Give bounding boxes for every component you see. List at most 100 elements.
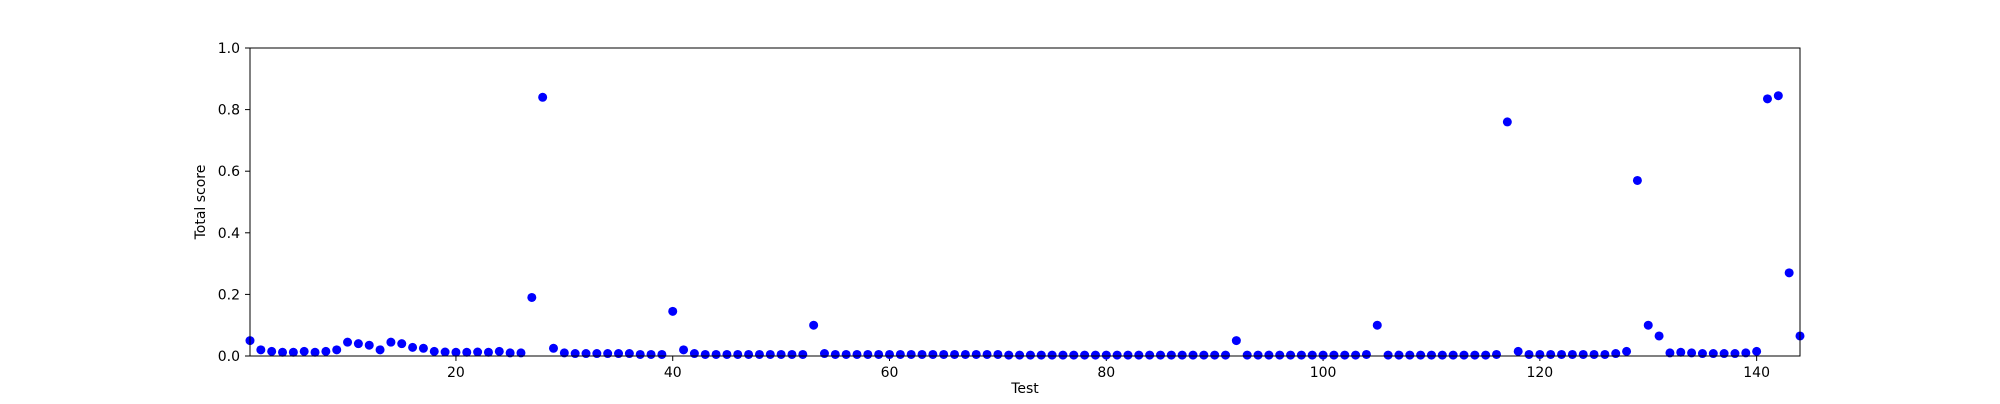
- data-point: [299, 346, 309, 356]
- data-point: [1719, 349, 1729, 359]
- data-point: [278, 347, 288, 357]
- data-point: [1134, 350, 1144, 360]
- data-point: [1513, 346, 1523, 356]
- data-point: [960, 349, 970, 359]
- data-point: [657, 349, 667, 359]
- data-point: [1036, 350, 1046, 360]
- data-point: [624, 349, 634, 359]
- data-point: [418, 343, 428, 353]
- y-axis-label: Total score: [193, 165, 209, 241]
- y-tick-label: 0.4: [218, 226, 240, 242]
- data-point: [1340, 350, 1350, 360]
- data-point: [1730, 349, 1740, 359]
- data-point: [1437, 350, 1447, 360]
- data-point: [950, 349, 960, 359]
- data-point: [852, 349, 862, 359]
- y-tick-label: 0.8: [218, 103, 240, 119]
- data-point: [527, 292, 537, 302]
- data-point: [473, 347, 483, 357]
- data-point: [1080, 350, 1090, 360]
- data-point: [1600, 349, 1610, 359]
- data-point: [516, 348, 526, 358]
- data-point: [581, 349, 591, 359]
- data-point: [787, 349, 797, 359]
- x-tick-label: 60: [881, 365, 899, 381]
- data-point: [1264, 350, 1274, 360]
- data-point: [1383, 350, 1393, 360]
- data-point: [1242, 350, 1252, 360]
- data-point: [1773, 91, 1783, 101]
- data-point: [1546, 349, 1556, 359]
- data-point: [1101, 350, 1111, 360]
- x-tick-label: 140: [1743, 365, 1770, 381]
- data-point: [1622, 346, 1632, 356]
- data-point: [462, 347, 472, 357]
- data-point: [1654, 331, 1664, 341]
- data-point: [1611, 349, 1621, 359]
- data-point: [1426, 350, 1436, 360]
- data-point: [885, 349, 895, 359]
- data-point: [1470, 350, 1480, 360]
- data-point: [1741, 348, 1751, 358]
- data-point: [548, 343, 558, 353]
- data-point: [809, 320, 819, 330]
- data-point: [1405, 350, 1415, 360]
- data-point: [906, 349, 916, 359]
- data-point: [1015, 350, 1025, 360]
- data-point: [1210, 350, 1220, 360]
- x-tick-label: 40: [664, 365, 682, 381]
- data-point: [646, 349, 656, 359]
- data-point: [1752, 346, 1762, 356]
- x-axis-label: Test: [1010, 381, 1039, 397]
- data-point: [364, 340, 374, 350]
- data-point: [375, 345, 385, 355]
- data-point: [1296, 350, 1306, 360]
- data-point: [819, 349, 829, 359]
- data-point: [733, 349, 743, 359]
- data-point: [1025, 350, 1035, 360]
- data-point: [267, 346, 277, 356]
- data-point: [1416, 350, 1426, 360]
- data-point: [1687, 348, 1697, 358]
- data-point: [1708, 349, 1718, 359]
- data-point: [505, 348, 515, 358]
- data-point: [1123, 350, 1133, 360]
- data-point: [711, 349, 721, 359]
- data-point: [570, 349, 580, 359]
- data-point: [993, 349, 1003, 359]
- x-tick-label: 120: [1526, 365, 1553, 381]
- data-point: [1329, 350, 1339, 360]
- data-point: [538, 92, 548, 102]
- y-tick-label: 0.0: [218, 349, 240, 365]
- data-point: [841, 349, 851, 359]
- data-points: [245, 91, 1805, 360]
- data-point: [483, 347, 493, 357]
- data-point: [1557, 349, 1567, 359]
- data-point: [689, 349, 699, 359]
- data-point: [1199, 350, 1209, 360]
- data-point: [397, 339, 407, 349]
- data-point: [1502, 117, 1512, 127]
- data-point: [1253, 350, 1263, 360]
- data-point: [874, 349, 884, 359]
- data-point: [1697, 349, 1707, 359]
- data-point: [971, 349, 981, 359]
- data-point: [559, 348, 569, 358]
- data-point: [1047, 350, 1057, 360]
- data-point: [1145, 350, 1155, 360]
- data-point: [1394, 350, 1404, 360]
- data-point: [1481, 350, 1491, 360]
- data-point: [256, 345, 266, 355]
- data-point: [1188, 350, 1198, 360]
- x-tick-label: 80: [1097, 365, 1115, 381]
- data-point: [321, 346, 331, 356]
- data-point: [700, 349, 710, 359]
- data-point: [310, 347, 320, 357]
- data-point: [1567, 349, 1577, 359]
- data-point: [408, 342, 418, 352]
- data-point: [1318, 350, 1328, 360]
- data-point: [1058, 350, 1068, 360]
- data-point: [1221, 350, 1231, 360]
